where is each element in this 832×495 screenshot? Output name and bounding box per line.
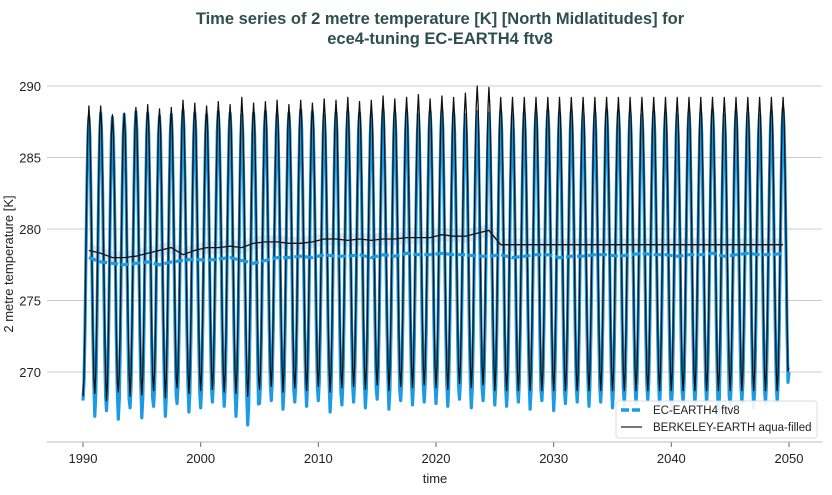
chart-title-line-2: ece4-tuning EC-EARTH4 ftv8 xyxy=(327,30,553,48)
berkeley-running-mean-line xyxy=(88,229,784,259)
legend-label-berkeley: BERKELEY-EARTH aqua-filled xyxy=(653,422,812,434)
y-tick-label-290: 290 xyxy=(19,79,41,94)
x-axis: 1990 2000 2010 2020 2030 2040 2050 xyxy=(69,442,804,466)
x-tick-label-2000: 2000 xyxy=(186,451,215,466)
x-axis-label: time xyxy=(423,471,448,486)
y-tick-label-285: 285 xyxy=(19,151,41,166)
plot-area xyxy=(81,85,791,427)
x-tick-label-2010: 2010 xyxy=(304,451,333,466)
ec-earth-running-mean-line xyxy=(88,251,784,267)
legend-label-ec-earth: EC-EARTH4 ftv8 xyxy=(653,405,740,417)
y-axis: 270 275 280 285 290 xyxy=(19,79,41,380)
x-tick-label-1990: 1990 xyxy=(69,451,98,466)
y-axis-label: 2 metre temperature [K] xyxy=(1,195,16,332)
x-tick-label-2050: 2050 xyxy=(775,451,804,466)
x-tick-label-2020: 2020 xyxy=(422,451,451,466)
legend-box xyxy=(615,400,818,439)
x-tick-label-2040: 2040 xyxy=(657,451,686,466)
berkeley-monthly-line xyxy=(82,85,790,402)
chart-title-line-1: Time series of 2 metre temperature [K] [… xyxy=(196,10,685,28)
y-tick-label-275: 275 xyxy=(19,294,41,309)
legend: EC-EARTH4 ftv8 BERKELEY-EARTH aqua-fille… xyxy=(615,400,818,439)
x-tick-label-2030: 2030 xyxy=(539,451,568,466)
y-tick-label-270: 270 xyxy=(19,365,41,380)
y-tick-label-280: 280 xyxy=(19,222,41,237)
